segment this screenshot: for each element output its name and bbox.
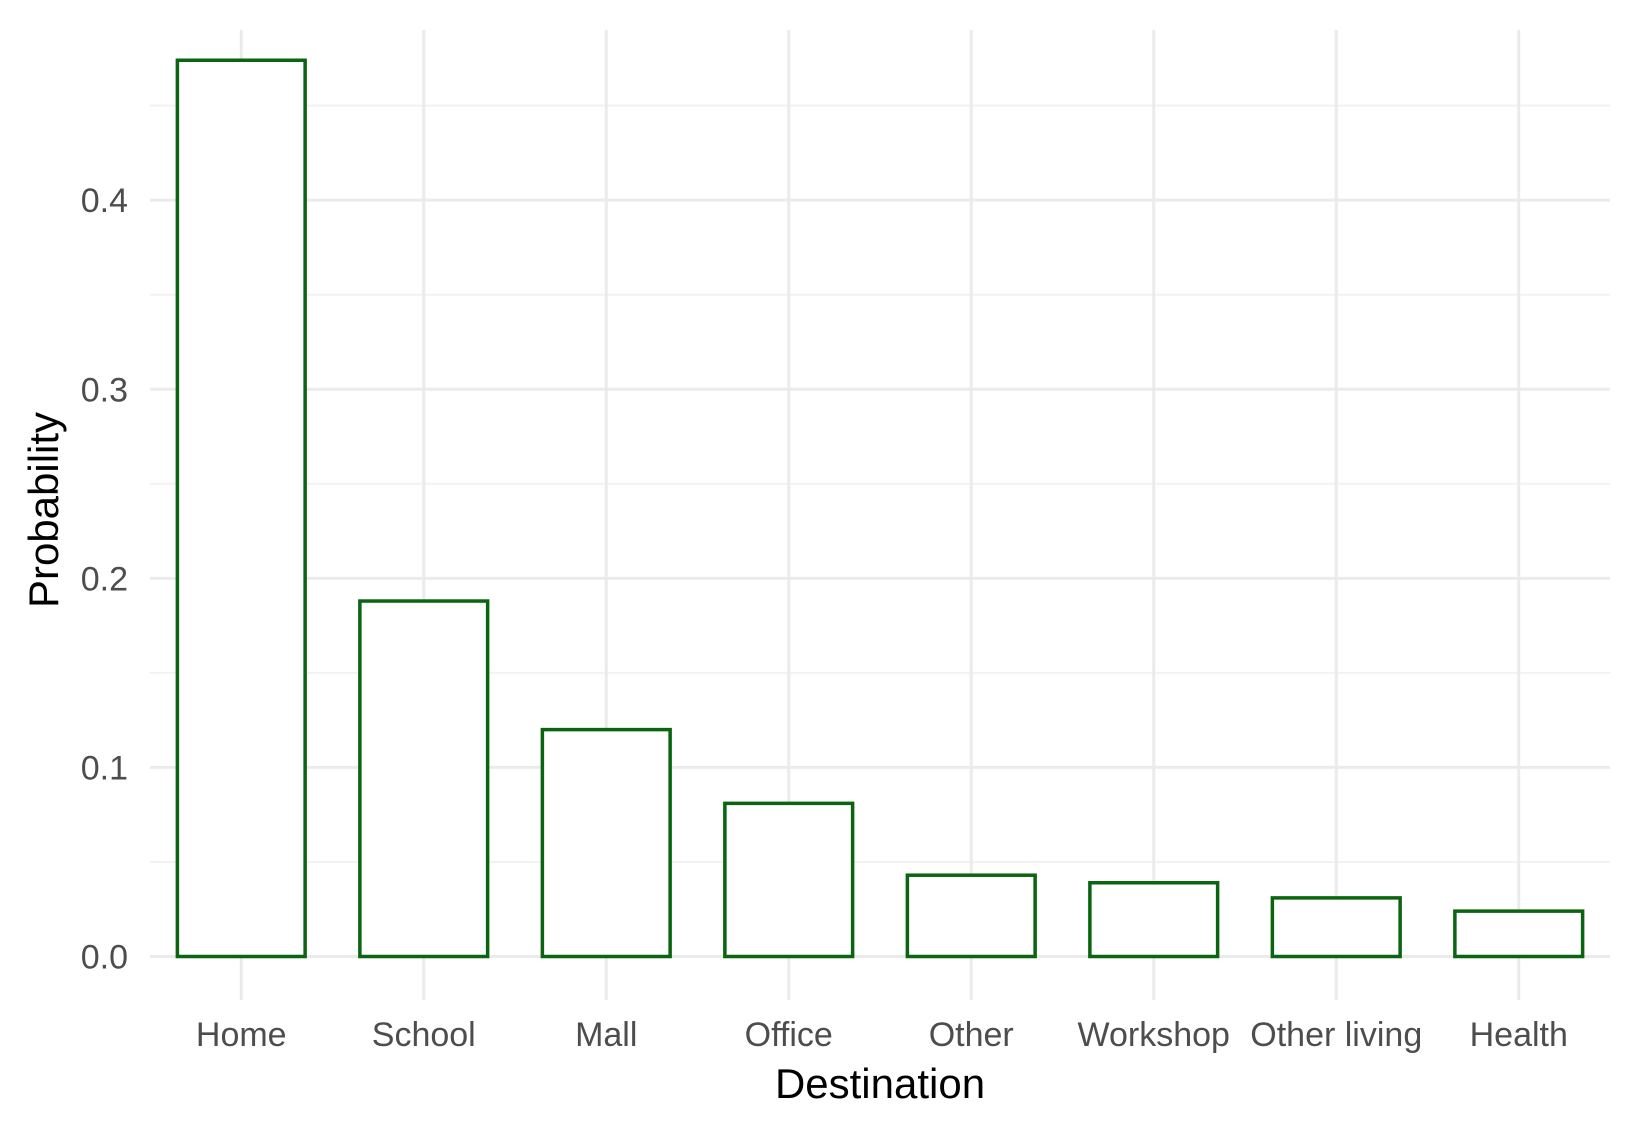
y-tick-label: 0.1 <box>81 749 128 787</box>
bar-workshop <box>1088 881 1220 959</box>
y-tick-label: 0.4 <box>81 182 128 220</box>
bar-office <box>723 801 855 959</box>
bar-other <box>905 873 1037 959</box>
x-tick-label: Home <box>196 1016 287 1054</box>
x-tick-labels: Home School Mall Office Other Workshop Other l… <box>196 1016 1568 1054</box>
bar-mall <box>540 727 672 959</box>
bar-school <box>358 599 490 959</box>
bar-other-living <box>1270 896 1402 959</box>
y-tick-label: 0.2 <box>81 560 128 598</box>
x-tick-label: Office <box>745 1016 833 1054</box>
bars <box>175 58 1585 959</box>
x-tick-label: Health <box>1470 1016 1568 1054</box>
y-tick-label: 0.3 <box>81 371 128 409</box>
bar-home <box>175 58 307 959</box>
x-axis-title: Destination <box>775 1060 985 1107</box>
y-tick-label: 0.0 <box>81 939 128 977</box>
x-tick-label: Other <box>929 1016 1014 1054</box>
y-axis-title: Probability <box>20 412 67 608</box>
x-tick-label: School <box>372 1016 476 1054</box>
x-tick-label: Workshop <box>1078 1016 1230 1054</box>
x-tick-label: Mall <box>575 1016 637 1054</box>
x-tick-label: Other living <box>1250 1016 1422 1054</box>
bar-health <box>1453 909 1585 959</box>
y-tick-labels: 0.0 0.1 0.2 0.3 0.4 <box>81 182 128 976</box>
